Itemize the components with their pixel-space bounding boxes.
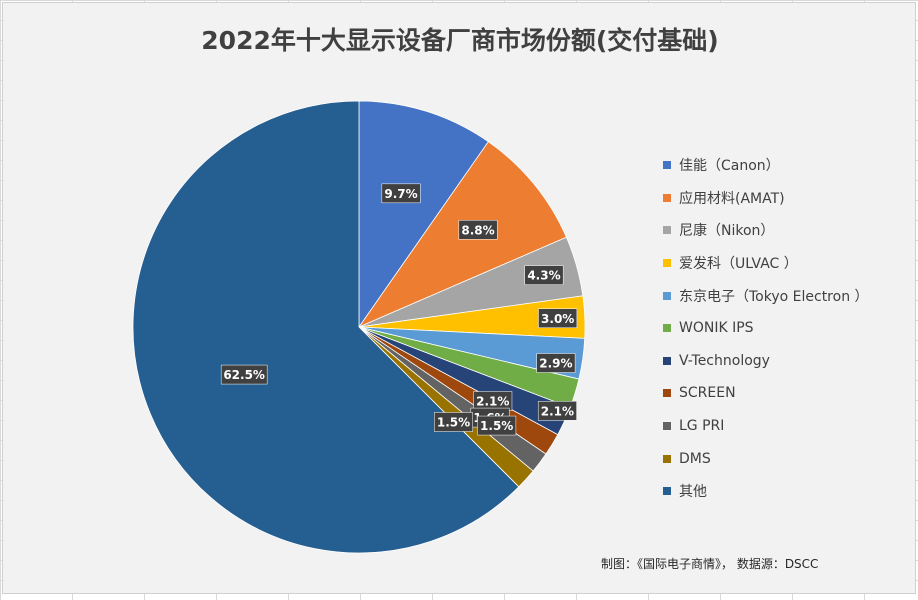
legend-label: V-Technology [679,352,770,369]
legend-item: 东京电子（Tokyo Electron ） [663,279,903,312]
data-label-box [434,412,473,432]
data-label: 9.7% [381,183,421,204]
legend-swatch [663,324,671,333]
data-label-box [536,353,576,373]
data-label-text: 1.5% [437,415,470,429]
legend-swatch [663,259,671,268]
legend-label: LG PRI [679,418,725,435]
legend-label: WONIK IPS [679,320,754,337]
legend-label: DMS [679,450,711,467]
legend-swatch [663,356,671,365]
pie-slice[interactable] [132,100,520,554]
legend-item: 爱发科（ULVAC ） [663,247,903,280]
data-label: 1.5% [434,412,473,432]
pie-chart: 9.7%8.8%4.3%3.0%2.9%2.1%2.1%1.6%1.5%1.5%… [132,100,586,554]
data-label-text: 3.0% [541,312,574,326]
legend-item: V-Technology [663,345,903,378]
pie-slices [132,100,586,554]
data-label-text: 2.9% [539,357,572,371]
data-label: 3.0% [538,308,578,329]
pie-slice[interactable] [358,100,489,329]
legend-label: 佳能（Canon） [679,158,780,175]
data-label-box [537,401,577,421]
legend-swatch [663,389,671,398]
legend-item: 尼康（Nikon） [663,214,903,247]
legend-label: 爱发科（ULVAC ） [679,256,798,273]
legend-item: 其他 [663,475,903,508]
legend-swatch [663,422,671,431]
data-label-box [538,308,578,329]
data-label: 1.5% [477,415,517,436]
data-label-box [524,265,564,285]
data-label: 2.1% [537,401,577,421]
legend-label: 尼康（Nikon） [679,223,775,240]
chart-title: 2022年十大显示设备厂商市场份额(交付基础) [201,26,719,55]
data-label-text: 9.7% [384,187,417,201]
legend-item: SCREEN [663,377,903,410]
legend-swatch [663,487,671,496]
source-credit: 制图：《国际电子商情》， 数据源：DSCC [601,557,819,571]
legend-item: 应用材料(AMAT) [663,182,903,215]
data-label-text: 4.3% [527,269,560,283]
data-label: 62.5% [220,364,268,385]
data-label-text: 8.8% [461,223,494,237]
legend-label: SCREEN [679,385,736,402]
legend-swatch [663,193,671,202]
legend-item: WONIK IPS [663,312,903,345]
legend-item: DMS [663,442,903,475]
data-label: 2.9% [536,353,576,373]
legend-swatch [663,226,671,235]
data-label-box [220,364,268,385]
data-label-box [458,220,498,240]
data-label-box [381,183,421,204]
data-label-box [477,415,517,436]
data-label: 8.8% [458,220,498,240]
legend-label: 其他 [679,484,707,501]
data-label-text: 1.5% [480,419,513,433]
legend-swatch [663,161,671,170]
data-label: 4.3% [524,265,564,285]
data-label-text: 2.1% [541,404,574,418]
legend-label: 应用材料(AMAT) [679,190,785,207]
data-label: 2.1% [473,391,513,411]
legend-label: 东京电子（Tokyo Electron ） [679,288,869,305]
legend-swatch [663,454,671,463]
legend: 佳能（Canon） 应用材料(AMAT) 尼康（Nikon） 爱发科（ULVAC ） 东… [663,149,903,508]
data-labels: 9.7%8.8%4.3%3.0%2.9%2.1%2.1%1.6%1.5%1.5%… [220,183,578,436]
legend-item: 佳能（Canon） [663,149,903,182]
data-label-text: 2.1% [476,395,509,409]
data-label-text: 62.5% [223,368,265,382]
legend-swatch [663,291,671,300]
legend-item: LG PRI [663,410,903,443]
